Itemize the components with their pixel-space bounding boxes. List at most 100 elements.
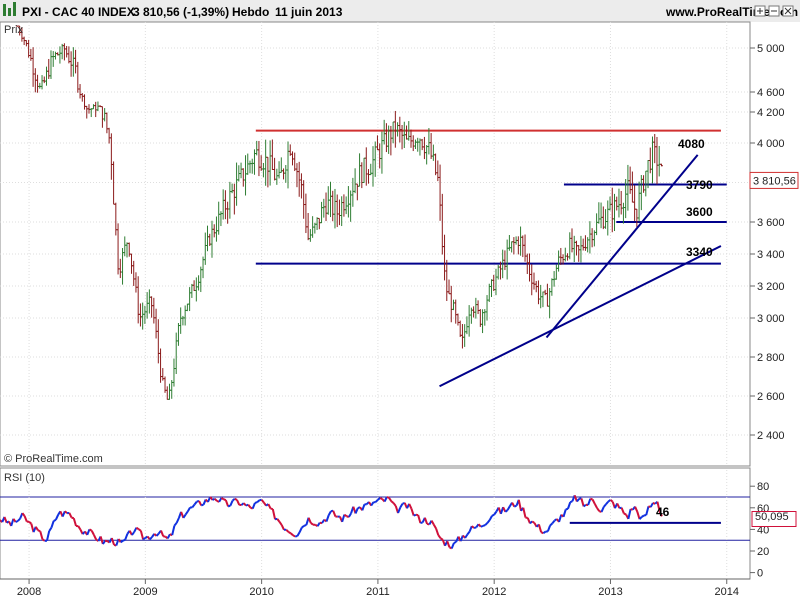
rsi-segment (54, 514, 60, 521)
trendline-1 (439, 245, 722, 388)
rsi-segment (142, 537, 146, 541)
zoom-out-icon[interactable] (768, 5, 780, 17)
level-label-3340: 3340 (686, 245, 713, 259)
rsi-segment (649, 502, 654, 508)
rsi-segment (50, 520, 55, 529)
rsi-segment (506, 505, 511, 511)
rsi-segment (511, 502, 516, 508)
price-tick-label: 3 400 (757, 249, 785, 261)
price-gridlines (0, 22, 750, 466)
rsi-segment (124, 533, 129, 541)
rsi-segment (71, 516, 75, 520)
rsi-segment (278, 521, 283, 526)
rsi-segment (131, 531, 135, 536)
rsi-segment (361, 504, 366, 511)
level-label-3600: 3600 (686, 205, 713, 219)
rsi-segment (546, 525, 552, 532)
rsi-segment (149, 536, 153, 541)
rsi-segment (216, 499, 220, 503)
rsi-segment (648, 505, 652, 509)
credit-label: © ProRealTime.com (4, 453, 103, 465)
rsi-segment (432, 524, 437, 529)
rsi-segment (256, 499, 261, 503)
rsi-segment (153, 533, 158, 537)
rsi-segment (558, 514, 563, 523)
rsi-segment (290, 532, 294, 536)
rsi-segment (537, 524, 543, 533)
x-tick-label: 2011 (366, 586, 390, 598)
rsi-segment (357, 506, 361, 510)
rsi-segment (471, 525, 475, 529)
zoom-in-icon[interactable] (754, 5, 766, 17)
rsi-segment (93, 534, 98, 541)
rsi-segment (569, 500, 573, 504)
x-tick-label: 2014 (715, 586, 739, 598)
rsi-last-label: 50,095 (755, 511, 789, 523)
rsi-segment (285, 529, 290, 533)
last-price-label: 3 810,56 (753, 175, 796, 187)
rsi-segment (435, 528, 440, 536)
rsi-segment (234, 497, 238, 501)
last-price-badge: 3 810,56 (749, 171, 799, 189)
rsi-segment (21, 512, 26, 517)
rsi-segment (402, 501, 406, 505)
rsi-segment (423, 517, 429, 525)
rsi-segment (301, 524, 305, 529)
rsi-segment (102, 540, 106, 545)
level-label-3790: 3790 (686, 178, 713, 192)
rsi-segment (439, 537, 444, 541)
rsi-segment (420, 521, 423, 524)
rsi-segment (641, 514, 645, 518)
rsi-segment (482, 524, 486, 527)
rsi-segment (397, 507, 402, 514)
price-tick-label: 3 200 (757, 281, 785, 293)
rsi-segment (15, 520, 19, 523)
rsi-segment (630, 508, 634, 511)
level-label-4080: 4080 (678, 137, 705, 151)
rsi-segment (636, 511, 641, 520)
rsi-segment (155, 532, 160, 537)
rsi-segment (254, 501, 258, 504)
rsi-segment (605, 500, 609, 505)
rsi-segment (477, 523, 482, 528)
rsi-segment (513, 504, 517, 508)
rsi-segment (437, 534, 442, 539)
chart-icon[interactable] (3, 2, 16, 16)
rsi-segment (390, 500, 395, 504)
rsi-segment (473, 526, 477, 530)
rsi-segment (144, 535, 149, 539)
rsi-segment (77, 525, 82, 531)
rsi-segment (399, 503, 404, 509)
price-tick-label: 5 000 (757, 43, 785, 55)
rsi-segment (580, 498, 585, 507)
rsi-segment (171, 525, 176, 536)
rsi-segment (3, 516, 8, 524)
rsi-segment (638, 516, 643, 520)
x-axis: 2008 2009 2010 2011 2012 2013 2014 (0, 578, 750, 598)
rsi-segment (383, 496, 388, 502)
close-icon[interactable] (782, 5, 794, 17)
rsi-segment (430, 520, 435, 526)
rsi-segment (627, 508, 632, 520)
rsi-segment (298, 526, 303, 533)
rsi-segment (504, 509, 509, 513)
rsi-segment (609, 499, 614, 503)
price-tick-label: 3 600 (757, 217, 785, 229)
rsi-segment (12, 518, 17, 523)
rsi-segment (193, 500, 198, 506)
rsi-segment (453, 540, 457, 544)
rsi-segment (182, 513, 187, 519)
rsi-segment (620, 507, 625, 514)
price-tick-label: 2 600 (757, 391, 785, 403)
rsi-segment (224, 499, 230, 507)
rsi-segment (466, 531, 471, 536)
price-tick-label: 4 600 (757, 87, 785, 99)
price-tick-label: 2 400 (757, 430, 785, 442)
rsi-segment (652, 502, 656, 505)
rsi-segment (223, 498, 227, 502)
rsi-segment (493, 510, 498, 516)
rsi-segment (314, 523, 319, 528)
rsi-segment (53, 518, 57, 522)
rsi-segment (88, 528, 93, 532)
rsi-segment (325, 514, 330, 522)
